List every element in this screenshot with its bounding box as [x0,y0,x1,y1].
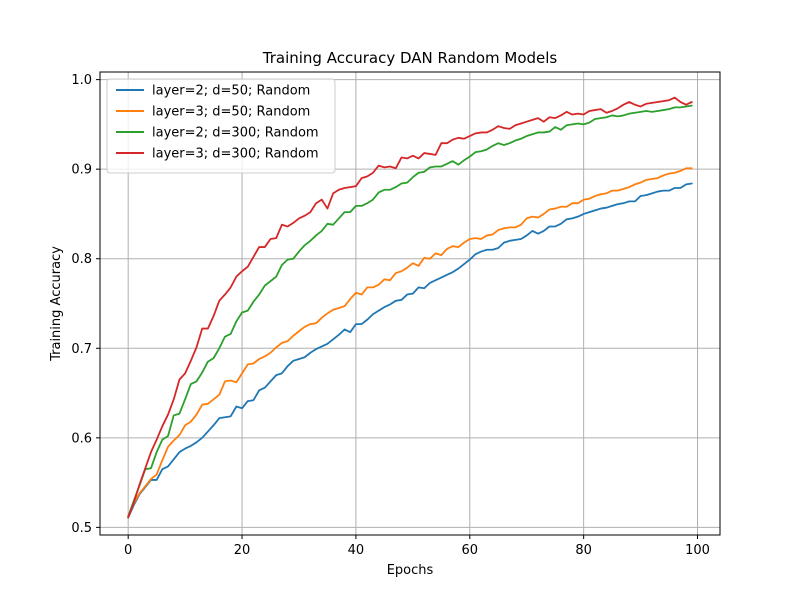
y-tick-label: 0.6 [71,431,92,446]
legend: layer=2; d=50; Random layer=3; d=50; Rand… [107,79,335,173]
y-axis-title: Training Accuracy [49,246,64,362]
y-tick-label: 0.8 [71,252,92,267]
y-tick-label: 0.5 [71,521,92,536]
x-tick-label: 0 [124,543,132,558]
legend-label: layer=2; d=300; Random [152,126,319,141]
legend-label: layer=2; d=50; Random [152,84,310,99]
x-tick-label: 60 [462,543,479,558]
y-tick-label: 1.0 [71,73,92,88]
legend-label: layer=3; d=50; Random [152,105,310,120]
y-tick-label: 0.9 [71,163,92,178]
y-tick-label: 0.7 [71,342,92,357]
x-tick-label: 40 [348,543,365,558]
x-tick-label: 100 [685,543,710,558]
x-tick-label: 80 [575,543,592,558]
x-tick-label: 20 [234,543,251,558]
x-axis-title: Epochs [387,563,434,578]
chart-title: Training Accuracy DAN Random Models [262,49,558,67]
legend-label: layer=3; d=300; Random [152,147,319,162]
